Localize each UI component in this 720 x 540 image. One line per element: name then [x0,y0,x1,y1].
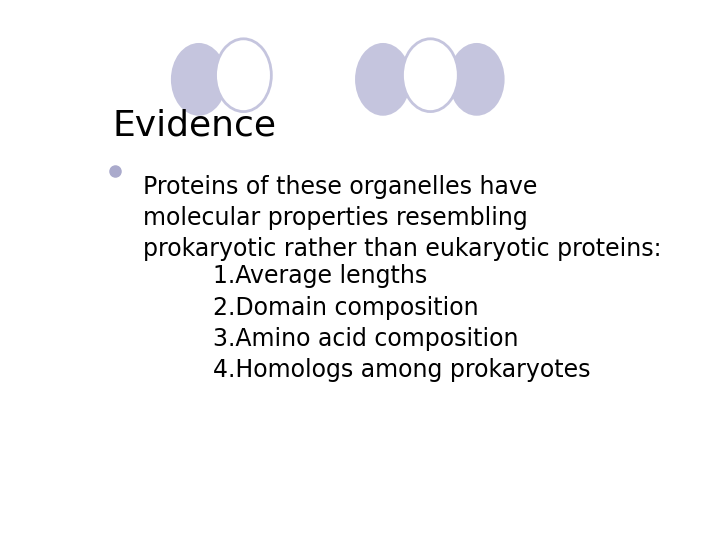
Text: Proteins of these organelles have: Proteins of these organelles have [143,175,537,199]
Text: 3.Amino acid composition: 3.Amino acid composition [213,327,518,351]
Ellipse shape [355,43,411,116]
Text: 1.Average lengths: 1.Average lengths [213,265,427,288]
Ellipse shape [171,43,227,116]
Text: Evidence: Evidence [112,109,276,143]
Ellipse shape [449,43,505,116]
Text: 4.Homologs among prokaryotes: 4.Homologs among prokaryotes [213,358,590,382]
Text: 2.Domain composition: 2.Domain composition [213,295,478,320]
Ellipse shape [402,39,458,112]
Text: prokaryotic rather than eukaryotic proteins:: prokaryotic rather than eukaryotic prote… [143,238,662,261]
Ellipse shape [215,39,271,112]
Text: molecular properties resembling: molecular properties resembling [143,206,528,230]
